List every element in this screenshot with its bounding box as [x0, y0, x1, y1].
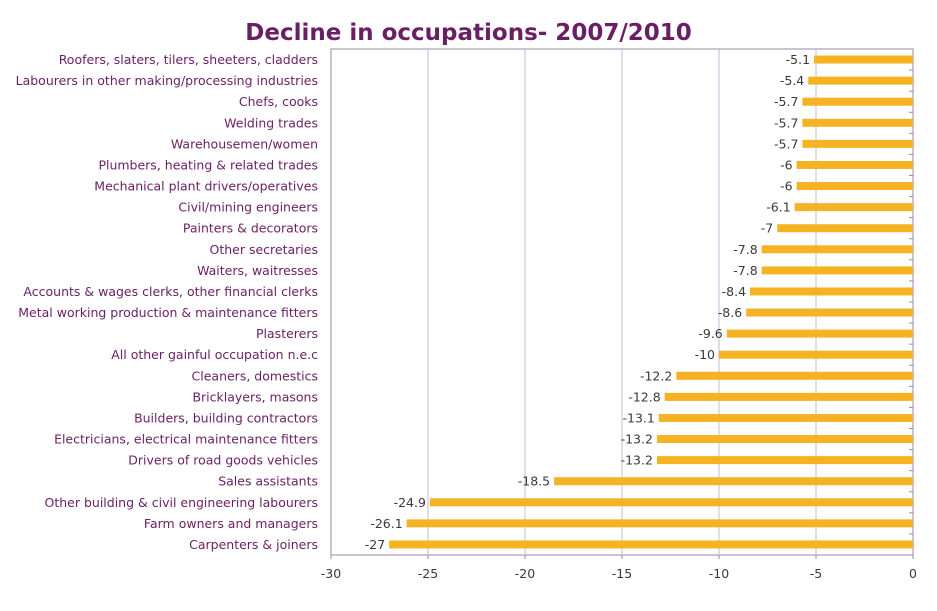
category-label: Metal working production & maintenance f… — [18, 305, 318, 320]
data-label: -26.1 — [370, 516, 402, 531]
category-label: Painters & decorators — [183, 221, 318, 236]
bar — [719, 350, 913, 359]
data-label: -8.6 — [718, 305, 742, 320]
x-tick-label: -30 — [321, 566, 341, 581]
x-tick-label: -5 — [810, 566, 822, 581]
data-label: -7.8 — [733, 263, 757, 278]
category-label: All other gainful occupation n.e.c — [111, 347, 318, 362]
data-label: -13.2 — [621, 453, 653, 468]
category-label: Labourers in other making/processing ind… — [16, 73, 318, 88]
data-label: -6 — [780, 157, 793, 172]
category-label: Electricians, electrical maintenance fit… — [54, 432, 318, 447]
data-label: -12.8 — [628, 389, 660, 404]
category-label: Warehousemen/women — [171, 136, 318, 151]
bar — [676, 371, 913, 380]
category-label: Mechanical plant drivers/operatives — [94, 179, 318, 194]
category-label: Builders, building contractors — [134, 410, 318, 425]
data-label: -5.4 — [780, 73, 804, 88]
bar — [802, 139, 913, 148]
bar — [664, 392, 913, 401]
bar — [658, 413, 913, 422]
data-label: -7 — [761, 221, 773, 236]
data-label: -27 — [365, 537, 385, 552]
data-label: -6 — [780, 179, 793, 194]
bar — [794, 203, 913, 212]
category-label: Chefs, cooks — [239, 94, 318, 109]
bar — [750, 287, 913, 296]
x-tick-label: -10 — [709, 566, 729, 581]
data-label: -10 — [695, 347, 715, 362]
data-label: -13.1 — [623, 410, 655, 425]
data-label: -6.1 — [766, 200, 790, 215]
data-label: -8.4 — [722, 284, 746, 299]
category-label: Plumbers, heating & related trades — [98, 157, 318, 172]
data-label: -5.7 — [774, 136, 798, 151]
data-label: -18.5 — [518, 474, 550, 489]
category-label: Plasterers — [256, 326, 318, 341]
data-label: -7.8 — [733, 242, 757, 257]
bar — [656, 456, 913, 465]
category-label: Farm owners and managers — [144, 516, 318, 531]
bar — [796, 160, 913, 169]
bar — [802, 97, 913, 106]
data-label: -5.7 — [774, 94, 798, 109]
category-label: Civil/mining engineers — [178, 200, 318, 215]
bar — [761, 266, 913, 275]
data-label: -24.9 — [394, 495, 426, 510]
category-label: Waiters, waitresses — [197, 263, 318, 278]
bar — [802, 118, 913, 127]
data-label: -9.6 — [698, 326, 722, 341]
category-label: Welding trades — [224, 115, 318, 130]
bar — [406, 519, 913, 528]
data-label: -5.7 — [774, 115, 798, 130]
bar — [389, 540, 913, 549]
category-label: Cleaners, domestics — [192, 368, 318, 383]
category-label: Drivers of road goods vehicles — [128, 453, 318, 468]
category-label: Accounts & wages clerks, other financial… — [23, 284, 318, 299]
x-tick-label: -15 — [612, 566, 632, 581]
category-label: Bricklayers, masons — [192, 389, 318, 404]
category-label: Carpenters & joiners — [189, 537, 318, 552]
chart-title: Decline in occupations- 2007/2010 — [245, 20, 692, 46]
x-tick-label: -25 — [418, 566, 438, 581]
data-label: -13.2 — [621, 432, 653, 447]
bar — [808, 76, 913, 85]
category-label: Sales assistants — [218, 474, 318, 489]
category-label: Roofers, slaters, tilers, sheeters, clad… — [59, 52, 318, 67]
category-label: Other secretaries — [210, 242, 318, 257]
data-label: -5.1 — [786, 52, 810, 67]
data-label: -12.2 — [640, 368, 672, 383]
bar — [554, 477, 913, 486]
bar — [777, 224, 913, 233]
bar — [656, 435, 913, 444]
x-tick-label: 0 — [909, 566, 917, 581]
bar — [796, 182, 913, 191]
bar — [726, 329, 913, 338]
category-label: Other building & civil engineering labou… — [45, 495, 319, 510]
bar — [429, 498, 913, 507]
bar — [814, 55, 913, 64]
bar — [761, 245, 913, 254]
x-tick-label: -20 — [515, 566, 535, 581]
bar — [746, 308, 913, 317]
